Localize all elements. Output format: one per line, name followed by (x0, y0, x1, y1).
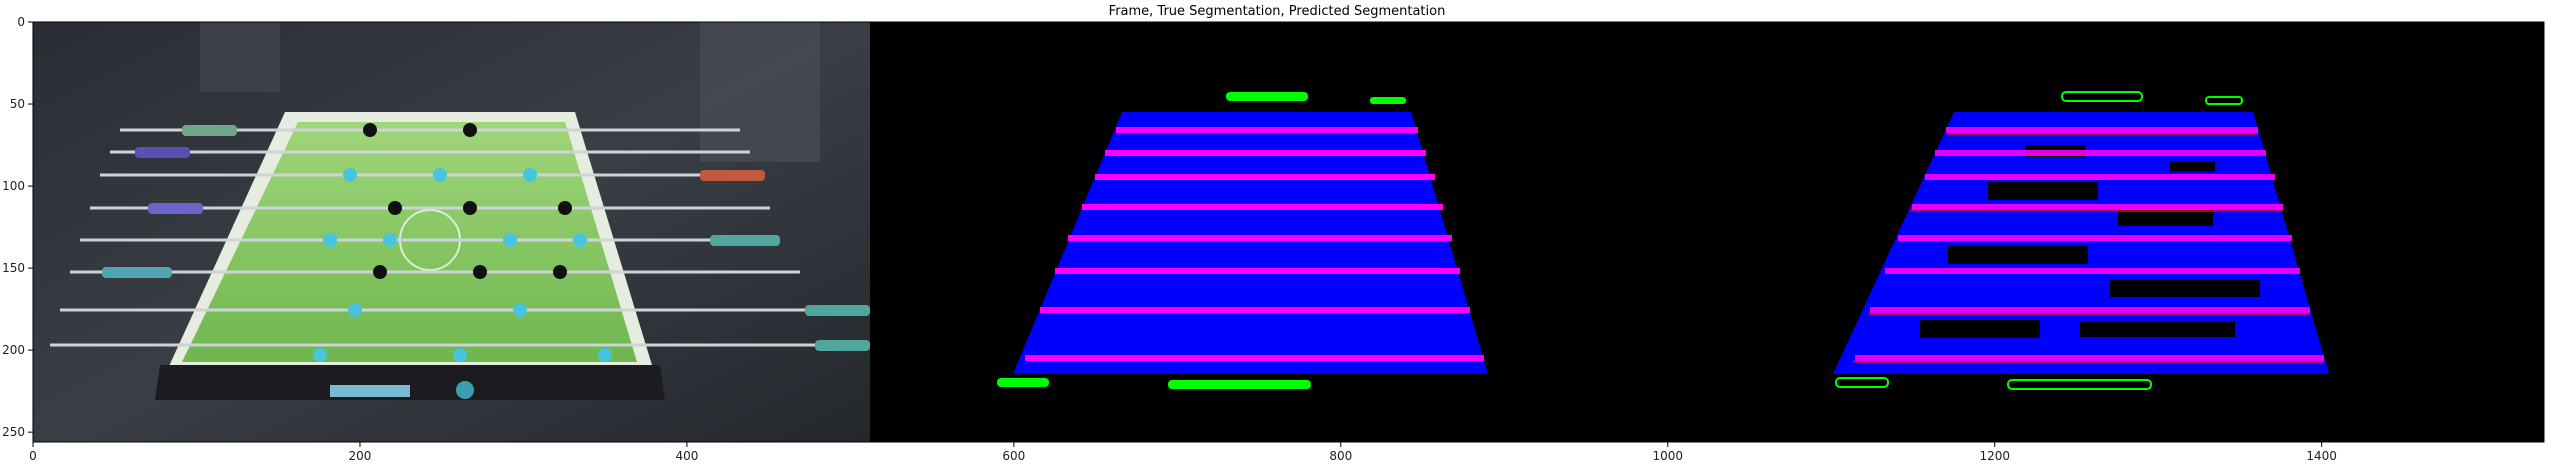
x-tick-label: 1400 (2306, 449, 2337, 463)
x-tick-label: 600 (1002, 449, 1025, 463)
y-axis: 0 50 100 150 200 250 (2, 15, 33, 439)
panel-true-segmentation (870, 22, 1707, 442)
x-tick-label: 200 (349, 449, 372, 463)
x-tick-label: 800 (1329, 449, 1352, 463)
x-tick-label: 0 (29, 449, 37, 463)
y-tick-label: 0 (17, 15, 25, 29)
panel-frame (33, 22, 870, 442)
x-tick-label: 1000 (1652, 449, 1683, 463)
y-tick-label: 150 (2, 261, 25, 275)
y-tick-label: 100 (2, 179, 25, 193)
x-tick-label: 1200 (1979, 449, 2010, 463)
y-tick-label: 50 (10, 97, 25, 111)
panel-predicted-segmentation (1707, 22, 2544, 442)
x-axis: 0 200 400 600 800 1000 1200 1400 (29, 442, 2337, 463)
y-tick-label: 250 (2, 425, 25, 439)
y-tick-label: 200 (2, 343, 25, 357)
axes-frame (32, 21, 2545, 443)
figure-title: Frame, True Segmentation, Predicted Segm… (1108, 4, 1446, 19)
x-tick-label: 400 (675, 449, 698, 463)
